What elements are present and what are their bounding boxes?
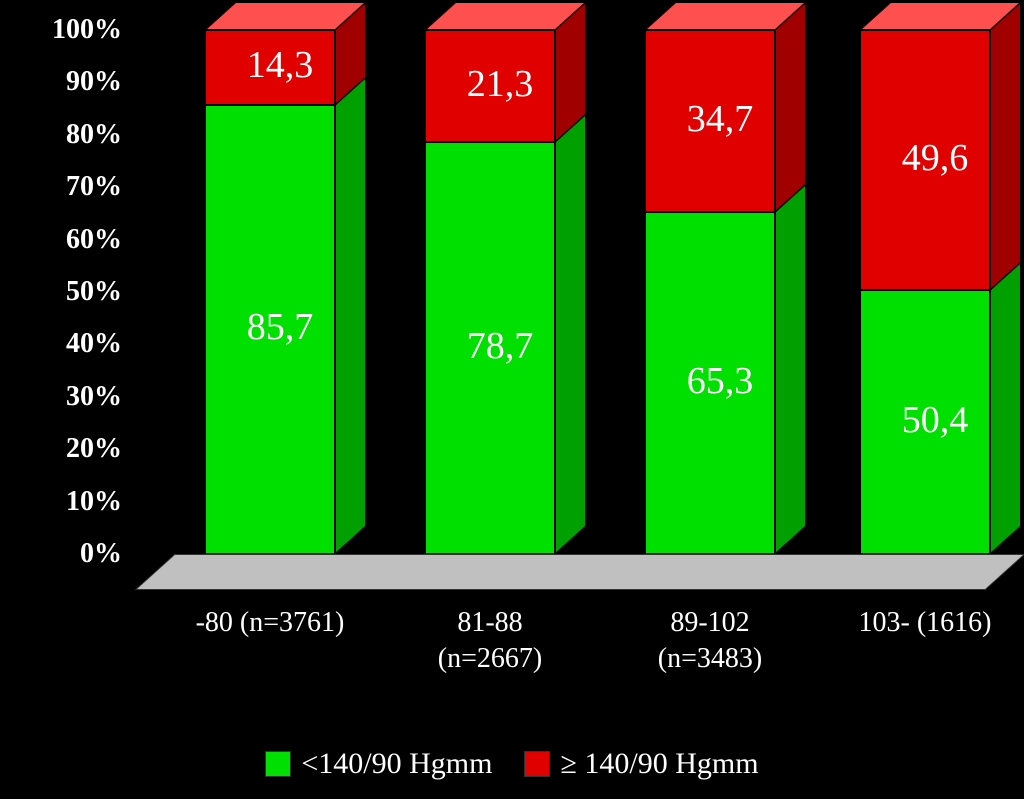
bar-group: 65,334,7	[645, 30, 775, 554]
stacked-bar-chart: 0% 10% 20% 30% 40% 50% 60% 70% 80% 90% 1…	[40, 30, 1000, 670]
bar-group: 50,449,6	[860, 30, 990, 554]
bar-group: 78,721,3	[425, 30, 555, 554]
y-tick: 60%	[40, 224, 122, 256]
y-tick: 100%	[40, 14, 122, 46]
bar-front	[860, 290, 990, 554]
x-axis-label: 89-102(n=3483)	[610, 605, 810, 678]
bar-segment-lt14090	[425, 142, 555, 554]
bar-front	[425, 30, 555, 142]
bar-front	[205, 105, 335, 554]
legend: <140/90 Hgmm ≥ 140/90 Hgmm	[0, 747, 1024, 781]
legend-label: ≥ 140/90 Hgmm	[560, 747, 758, 780]
bar-front	[205, 30, 335, 105]
bar-segment-ge14090	[425, 30, 555, 142]
bar-side	[775, 184, 806, 554]
x-axis-label: -80 (n=3761)	[170, 605, 370, 641]
y-tick: 20%	[40, 433, 122, 465]
bar-front	[645, 30, 775, 212]
y-tick: 70%	[40, 171, 122, 203]
bar-segment-ge14090	[860, 30, 990, 290]
y-tick: 90%	[40, 66, 122, 98]
bar-side	[555, 114, 586, 554]
bar-side	[335, 77, 366, 554]
plot-area: 85,714,378,721,365,334,750,449,6	[135, 30, 985, 590]
bar-segment-ge14090	[645, 30, 775, 212]
y-tick: 40%	[40, 328, 122, 360]
y-tick: 30%	[40, 381, 122, 413]
y-tick: 50%	[40, 276, 122, 308]
legend-label: <140/90 Hgmm	[301, 747, 492, 780]
bar-front	[425, 142, 555, 554]
y-tick: 10%	[40, 486, 122, 518]
y-tick: 0%	[40, 538, 122, 570]
bar-segment-lt14090	[645, 212, 775, 554]
x-axis-label: 81-88(n=2667)	[390, 605, 590, 678]
bar-segment-lt14090	[860, 290, 990, 554]
y-axis: 0% 10% 20% 30% 40% 50% 60% 70% 80% 90% 1…	[40, 30, 130, 590]
bar-side	[990, 262, 1021, 554]
chart-floor	[135, 554, 1024, 590]
bar-group: 85,714,3	[205, 30, 335, 554]
bar-side	[775, 2, 806, 212]
y-tick: 80%	[40, 119, 122, 151]
legend-swatch-red	[524, 751, 550, 777]
x-axis-label: 103- (1616)	[825, 605, 1024, 641]
bar-segment-ge14090	[205, 30, 335, 105]
bar-side	[990, 2, 1021, 290]
bar-segment-lt14090	[205, 105, 335, 554]
legend-item-lt14090: <140/90 Hgmm	[265, 747, 492, 781]
bar-front	[645, 212, 775, 554]
bar-front	[860, 30, 990, 290]
legend-item-ge14090: ≥ 140/90 Hgmm	[524, 747, 758, 781]
legend-swatch-green	[265, 751, 291, 777]
